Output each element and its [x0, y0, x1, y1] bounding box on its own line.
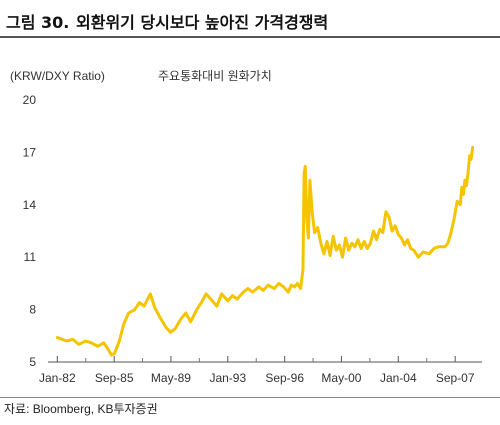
- y-tick-label: 5: [29, 355, 36, 369]
- bottom-rule: [0, 397, 500, 398]
- series-layer: [55, 145, 475, 357]
- y-axis-unit-label: (KRW/DXY Ratio): [10, 69, 105, 83]
- figure-number: 그림 30.: [6, 13, 70, 32]
- source-note: 자료: Bloomberg, KB투자증권: [4, 402, 158, 416]
- y-tick-label: 8: [29, 303, 36, 317]
- x-axis: Jan-82 Sep-85 May-89 Jan-93 Sep-96 May-00 Jan-…: [39, 356, 482, 385]
- x-tick-label: May-00: [321, 371, 361, 385]
- legend-entry: 주요통화대비 원화가치: [158, 69, 272, 83]
- header-rule: [0, 36, 500, 38]
- y-axis-ticks: 5 8 11 14 17 20: [23, 93, 37, 369]
- x-tick-label: Jan-82: [39, 371, 76, 385]
- y-tick-label: 14: [23, 198, 37, 212]
- series-line: [55, 145, 475, 357]
- x-tick-label: Sep-85: [95, 371, 134, 385]
- figure-header: 그림 30. 외환위기 당시보다 높아진 가격경쟁력: [0, 0, 500, 40]
- y-tick-label: 17: [23, 145, 37, 159]
- x-tick-label: Jan-93: [209, 371, 246, 385]
- y-tick-label: 11: [24, 250, 37, 264]
- x-tick-label: Jan-04: [380, 371, 417, 385]
- y-tick-label: 20: [23, 93, 37, 107]
- line-chart: (KRW/DXY Ratio) 주요통화대비 원화가치 5 8 11 14 17 20 J…: [10, 69, 482, 385]
- x-tick-label: Sep-96: [265, 371, 304, 385]
- x-tick-label: May-89: [151, 371, 191, 385]
- figure-title: 외환위기 당시보다 높아진 가격경쟁력: [76, 13, 329, 32]
- x-tick-label: Sep-07: [436, 371, 475, 385]
